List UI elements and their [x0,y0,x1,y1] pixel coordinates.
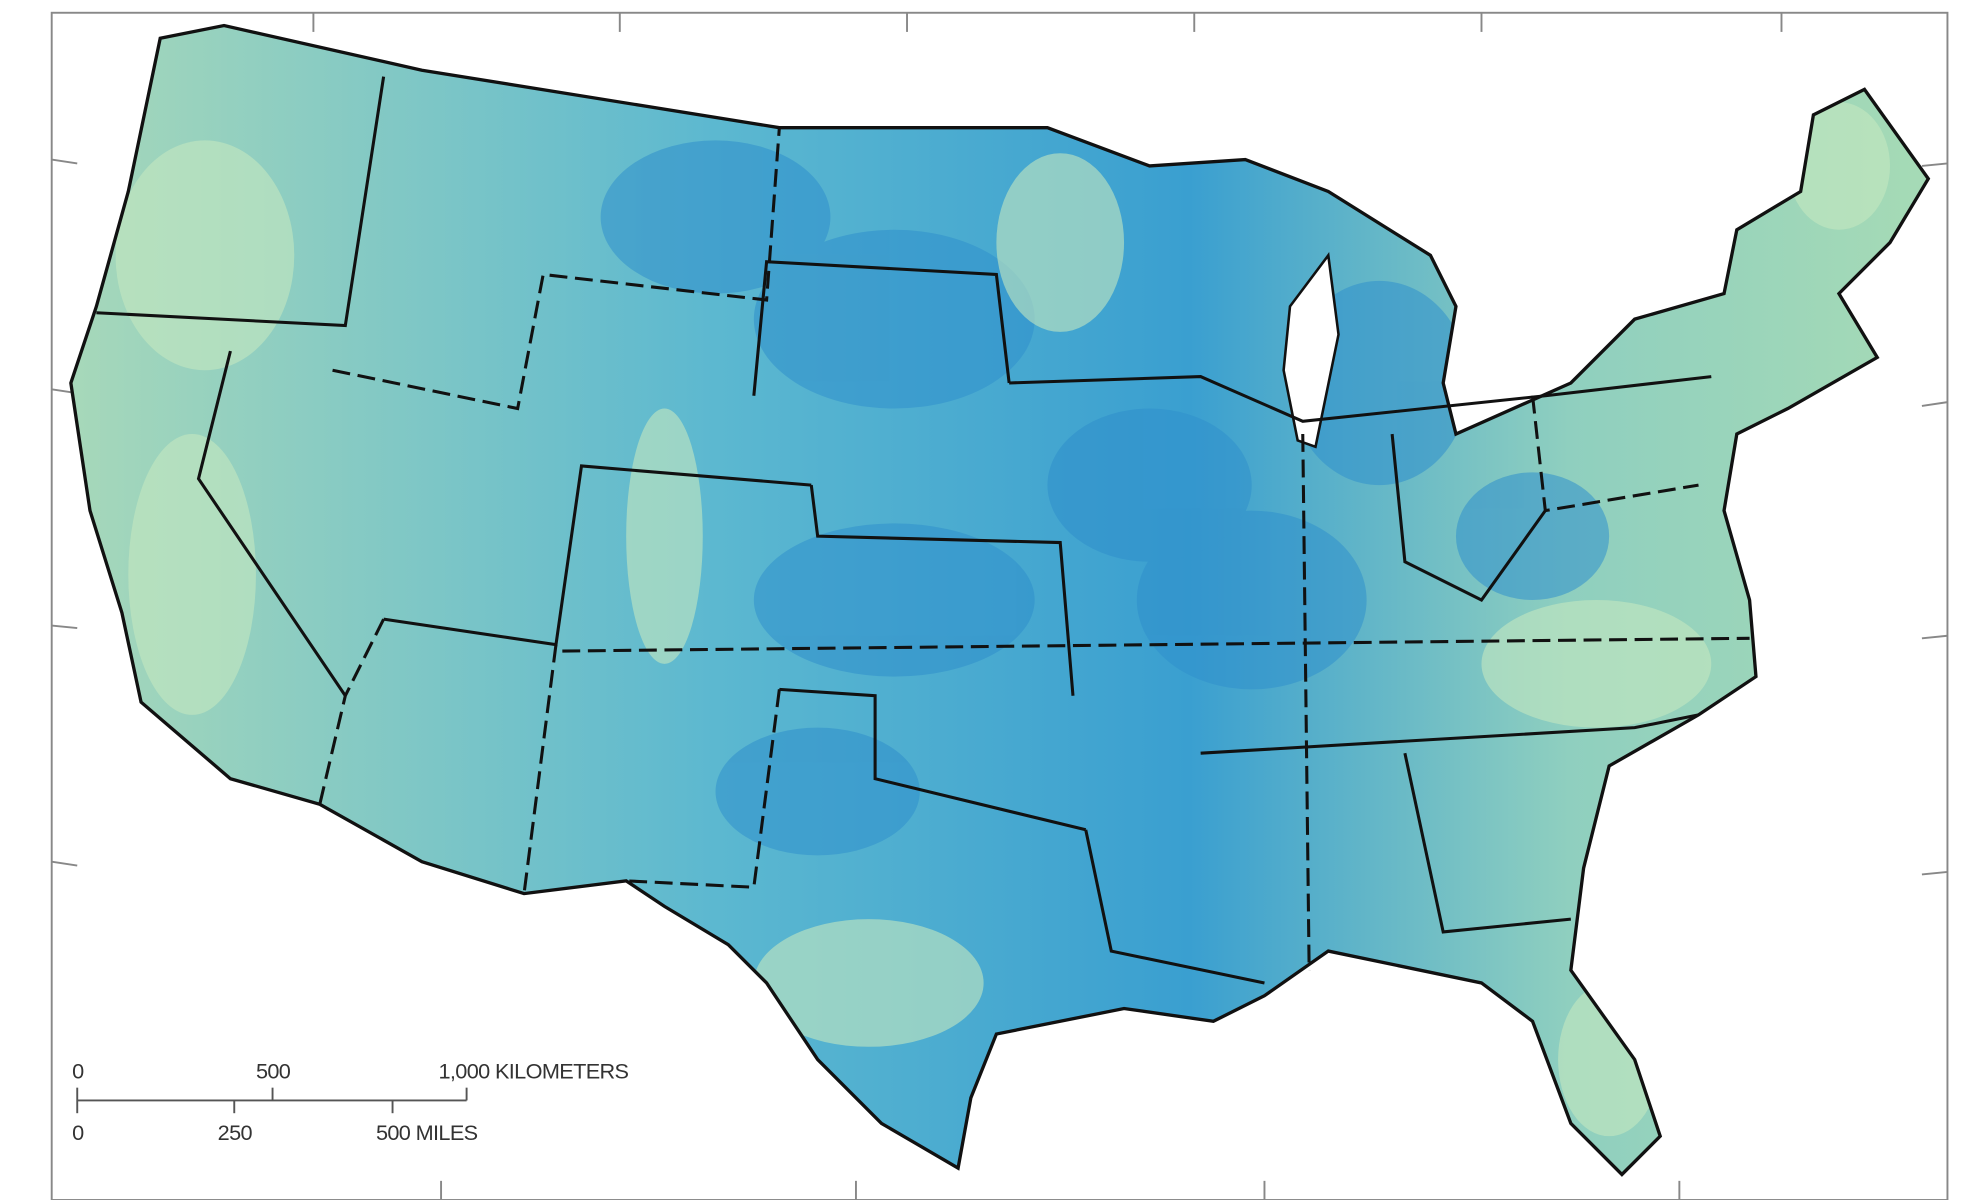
km-label: 0 [72,1059,84,1084]
km-label: 500 [256,1059,291,1084]
precipitation-surface [70,25,1929,1175]
scale-bar: 0 500 1,000 KILOMETERS 0 250 500 MILES [72,1059,629,1145]
mile-label: 0 [72,1120,84,1145]
lake-michigan [1282,252,1340,449]
state-boundaries [96,76,1750,985]
km-label: 1,000 KILOMETERS [439,1059,629,1084]
mile-label: 500 MILES [376,1120,478,1145]
map-frame [50,11,1949,1200]
mile-label: 250 [218,1120,253,1145]
